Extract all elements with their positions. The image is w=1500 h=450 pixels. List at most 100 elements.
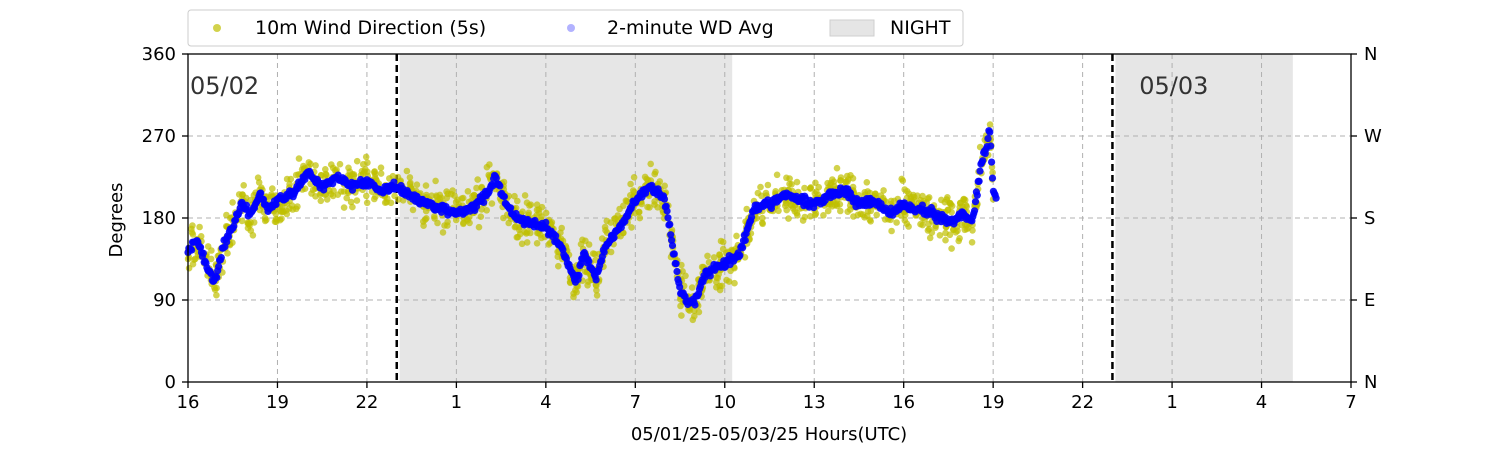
x-tick-label-8: 16 bbox=[892, 392, 915, 413]
legend-swatch-night bbox=[829, 19, 875, 37]
point-wind-5s bbox=[773, 171, 781, 179]
point-wd-avg bbox=[552, 232, 560, 240]
point-wind-5s bbox=[535, 206, 543, 213]
point-wind-5s bbox=[518, 240, 526, 248]
point-wind-5s bbox=[593, 287, 600, 294]
point-wind-5s bbox=[511, 192, 518, 200]
x-tick-label-4: 4 bbox=[540, 392, 551, 413]
point-wind-5s bbox=[873, 211, 880, 219]
x-tick-label-3: 1 bbox=[451, 392, 462, 413]
point-wd-avg bbox=[986, 128, 994, 136]
point-wind-5s bbox=[794, 212, 801, 219]
point-wind-5s bbox=[477, 213, 485, 220]
point-wind-5s bbox=[727, 267, 734, 275]
point-wind-5s bbox=[526, 202, 533, 209]
point-wind-5s bbox=[451, 192, 458, 199]
point-wind-5s bbox=[372, 193, 379, 200]
point-wind-5s bbox=[944, 206, 952, 214]
point-wd-avg bbox=[984, 135, 992, 143]
point-wind-5s bbox=[474, 176, 482, 183]
point-wind-5s bbox=[689, 316, 697, 324]
point-wind-5s bbox=[893, 219, 900, 226]
y-tick-label-4: 360 bbox=[142, 44, 176, 65]
point-wind-5s bbox=[636, 208, 643, 216]
point-wind-5s bbox=[363, 199, 371, 207]
point-wind-5s bbox=[478, 206, 486, 213]
point-wind-5s bbox=[644, 203, 651, 211]
day-label-0: 05/02 bbox=[190, 72, 259, 100]
point-wind-5s bbox=[371, 168, 378, 176]
point-wind-5s bbox=[938, 196, 945, 204]
point-wind-5s bbox=[269, 185, 276, 192]
point-wind-5s bbox=[289, 206, 297, 213]
point-wind-5s bbox=[919, 192, 926, 200]
point-wind-5s bbox=[403, 167, 411, 175]
point-wind-5s bbox=[196, 223, 203, 231]
point-wind-5s bbox=[785, 215, 792, 222]
point-wind-5s bbox=[527, 229, 534, 237]
point-wd-avg bbox=[691, 301, 699, 309]
point-wd-avg bbox=[988, 158, 996, 166]
point-wind-5s bbox=[759, 219, 766, 227]
point-wind-5s bbox=[917, 220, 924, 228]
point-wind-5s bbox=[961, 196, 969, 204]
series-layer bbox=[184, 121, 1000, 324]
point-wd-avg bbox=[971, 198, 980, 206]
point-wind-5s bbox=[678, 312, 685, 319]
point-wind-5s bbox=[903, 220, 911, 227]
point-wd-avg bbox=[988, 174, 997, 182]
point-wind-5s bbox=[943, 196, 950, 203]
point-wd-avg bbox=[667, 231, 675, 239]
point-wd-avg bbox=[992, 194, 1000, 202]
point-wd-avg bbox=[664, 214, 672, 222]
point-wd-avg bbox=[592, 276, 600, 284]
legend-label-wd-avg: 2-minute WD Avg bbox=[607, 17, 774, 39]
point-wind-5s bbox=[377, 164, 385, 171]
point-wind-5s bbox=[628, 224, 635, 231]
point-wind-5s bbox=[533, 211, 541, 219]
point-wind-5s bbox=[786, 175, 793, 182]
y-right-tick-label-3: W bbox=[1364, 126, 1382, 147]
x-tick-label-6: 10 bbox=[713, 392, 736, 413]
point-wind-5s bbox=[717, 237, 725, 245]
point-wind-5s bbox=[343, 194, 351, 202]
legend-swatch-wd-avg bbox=[567, 24, 575, 32]
point-wind-5s bbox=[948, 245, 955, 252]
point-wind-5s bbox=[555, 262, 562, 270]
point-wind-5s bbox=[627, 180, 634, 188]
point-wind-5s bbox=[630, 174, 638, 181]
point-wind-5s bbox=[349, 203, 356, 211]
point-wind-5s bbox=[573, 288, 580, 296]
point-wind-5s bbox=[305, 159, 313, 166]
point-wind-5s bbox=[240, 182, 247, 189]
point-wind-5s bbox=[603, 217, 611, 225]
series-wd-avg bbox=[184, 127, 1000, 309]
y-right-tick-label-0: N bbox=[1364, 372, 1377, 393]
point-wind-5s bbox=[420, 222, 427, 229]
point-wind-5s bbox=[612, 215, 619, 222]
point-wd-avg bbox=[676, 283, 684, 291]
point-wd-avg bbox=[666, 220, 674, 228]
point-wind-5s bbox=[322, 166, 329, 173]
point-wind-5s bbox=[926, 234, 934, 242]
point-wind-5s bbox=[327, 190, 335, 198]
day-label-1: 05/03 bbox=[1139, 72, 1208, 100]
point-wind-5s bbox=[759, 214, 766, 222]
point-wind-5s bbox=[793, 178, 801, 186]
x-tick-label-1: 19 bbox=[266, 392, 289, 413]
point-wind-5s bbox=[389, 172, 397, 180]
point-wind-5s bbox=[704, 252, 711, 260]
point-wind-5s bbox=[764, 181, 772, 189]
point-wind-5s bbox=[651, 198, 658, 205]
point-wind-5s bbox=[295, 155, 303, 162]
point-wind-5s bbox=[871, 190, 879, 198]
point-wind-5s bbox=[850, 213, 857, 220]
x-tick-label-10: 22 bbox=[1071, 392, 1094, 413]
point-wd-avg bbox=[215, 262, 223, 271]
point-wind-5s bbox=[364, 159, 371, 166]
point-wd-avg bbox=[390, 178, 398, 186]
point-wd-avg bbox=[492, 174, 500, 182]
y-tick-label-2: 180 bbox=[142, 208, 176, 229]
point-wind-5s bbox=[452, 216, 460, 224]
